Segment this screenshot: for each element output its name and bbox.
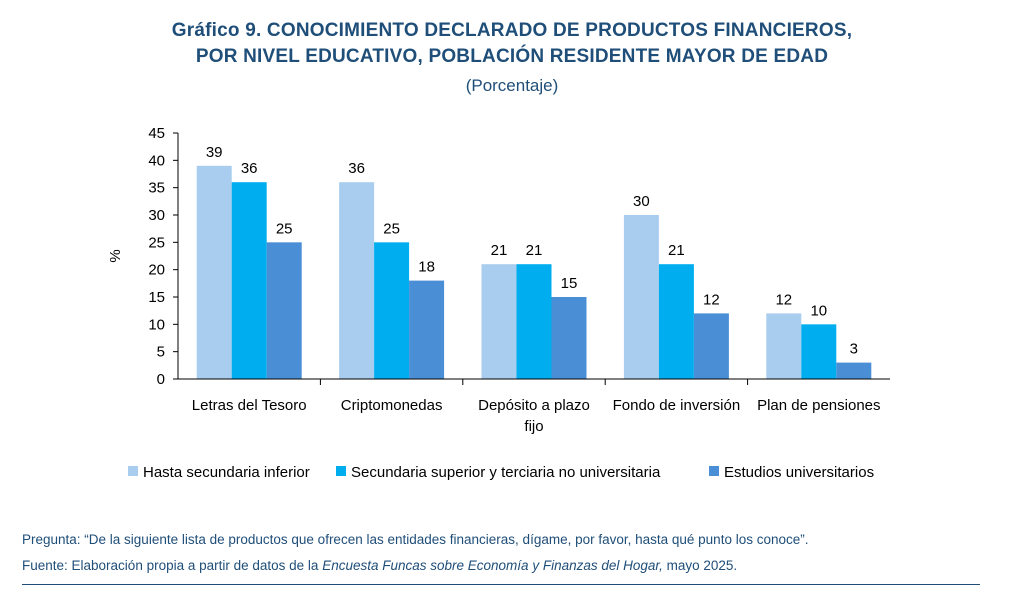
bar (836, 362, 872, 379)
bar (623, 215, 659, 379)
data-label: 39 (206, 144, 223, 161)
data-label: 12 (703, 291, 720, 308)
bar (693, 313, 729, 379)
x-category-label: Depósito a plazo (478, 397, 590, 414)
chart-title-line1: Gráfico 9. CONOCIMIENTO DECLARADO DE PRO… (171, 20, 853, 41)
legend-swatch (709, 466, 719, 476)
source-prefix: Fuente: Elaboración propia a partir de d… (22, 558, 323, 573)
bar (481, 264, 517, 379)
data-label: 36 (241, 160, 258, 177)
x-category-label: Fondo de inversión (613, 397, 741, 414)
data-label: 21 (668, 242, 685, 259)
x-category-label: Criptomonedas (341, 397, 443, 414)
source-suffix: mayo 2025. (662, 558, 738, 573)
bar (551, 297, 587, 379)
source-title: Encuesta Funcas sobre Economía y Finanza… (322, 558, 663, 573)
y-tick-label: 45 (148, 125, 165, 142)
x-category-label: Plan de pensiones (757, 397, 880, 414)
y-tick-label: 35 (148, 180, 165, 197)
y-tick-label: 40 (148, 152, 165, 169)
y-tick-label: 25 (148, 234, 165, 251)
y-axis-label: % (107, 249, 124, 262)
bar (658, 264, 694, 379)
data-label: 18 (418, 259, 435, 276)
y-tick-label: 15 (148, 289, 165, 306)
y-tick-label: 20 (148, 262, 165, 279)
bar (409, 280, 445, 379)
data-label: 25 (276, 220, 293, 237)
bar (801, 324, 837, 379)
data-label: 36 (348, 160, 365, 177)
y-tick-label: 10 (148, 316, 165, 333)
data-label: 15 (561, 275, 578, 292)
footer-rule (22, 584, 980, 585)
data-label: 30 (633, 193, 650, 210)
source-note: Fuente: Elaboración propia a partir de d… (22, 558, 737, 573)
x-category-label: fijo (524, 418, 543, 435)
chart-title-line2: POR NIVEL EDUCATIVO, POBLACIÓN RESIDENTE… (195, 46, 829, 67)
y-tick-label: 30 (148, 207, 165, 224)
y-tick-label: 5 (157, 344, 165, 361)
y-tick-label: 0 (157, 371, 165, 388)
bar-chart: 0 5 10 15 20 25 30 35 40 45% 39 36 25 Letras del Teso… (107, 125, 890, 481)
bar (196, 165, 232, 379)
legend-swatch (336, 466, 346, 476)
legend-label: Estudios universitarios (724, 464, 874, 481)
bar (266, 242, 302, 379)
legend-swatch (128, 466, 138, 476)
bar (516, 264, 552, 379)
x-category-label: Letras del Tesoro (192, 397, 307, 414)
data-label: 21 (491, 242, 508, 259)
chart-subtitle: (Porcentaje) (465, 76, 559, 95)
data-label: 10 (810, 302, 827, 319)
data-label: 25 (383, 220, 400, 237)
legend-label: Secundaria superior y terciaria no unive… (351, 464, 661, 481)
question-note: Pregunta: “De la siguiente lista de prod… (22, 532, 809, 547)
data-label: 3 (850, 341, 858, 358)
bar (231, 182, 267, 379)
legend-label: Hasta secundaria inferior (143, 464, 310, 481)
data-label: 21 (526, 242, 543, 259)
bar (374, 242, 410, 379)
data-label: 12 (775, 291, 792, 308)
bar (339, 182, 375, 379)
bar (766, 313, 802, 379)
chart-title: Gráfico 9. CONOCIMIENTO DECLARADO DE PRO… (0, 18, 1024, 70)
